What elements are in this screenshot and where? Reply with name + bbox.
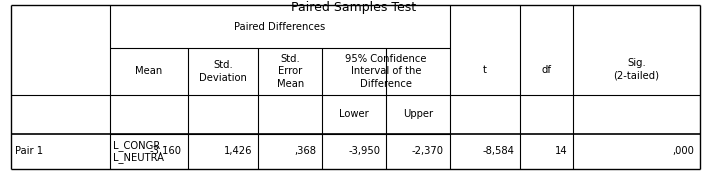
Text: Std.
Error
Mean: Std. Error Mean: [277, 54, 304, 89]
Text: df: df: [542, 65, 552, 75]
Text: t: t: [483, 65, 487, 75]
Text: ,368: ,368: [295, 146, 316, 156]
Text: Mean: Mean: [135, 66, 162, 76]
Text: Lower: Lower: [339, 109, 369, 119]
Text: Paired Samples Test: Paired Samples Test: [292, 1, 416, 14]
Text: Pair 1: Pair 1: [15, 146, 43, 156]
Text: Sig.
(2-tailed): Sig. (2-tailed): [614, 58, 659, 81]
Text: Upper: Upper: [403, 109, 433, 119]
Text: 1,426: 1,426: [224, 146, 253, 156]
Text: Std.
Deviation: Std. Deviation: [199, 60, 247, 83]
Text: -2,370: -2,370: [412, 146, 444, 156]
Text: -3,160: -3,160: [150, 146, 182, 156]
Text: L_CONGR -
L_NEUTRA: L_CONGR - L_NEUTRA: [113, 140, 167, 163]
Text: -8,584: -8,584: [483, 146, 515, 156]
Text: -3,950: -3,950: [348, 146, 380, 156]
Text: 95% Confidence
Interval of the
Difference: 95% Confidence Interval of the Differenc…: [345, 54, 427, 89]
Text: ,000: ,000: [672, 146, 694, 156]
Text: 14: 14: [555, 146, 568, 156]
Text: Paired Differences: Paired Differences: [234, 22, 325, 32]
